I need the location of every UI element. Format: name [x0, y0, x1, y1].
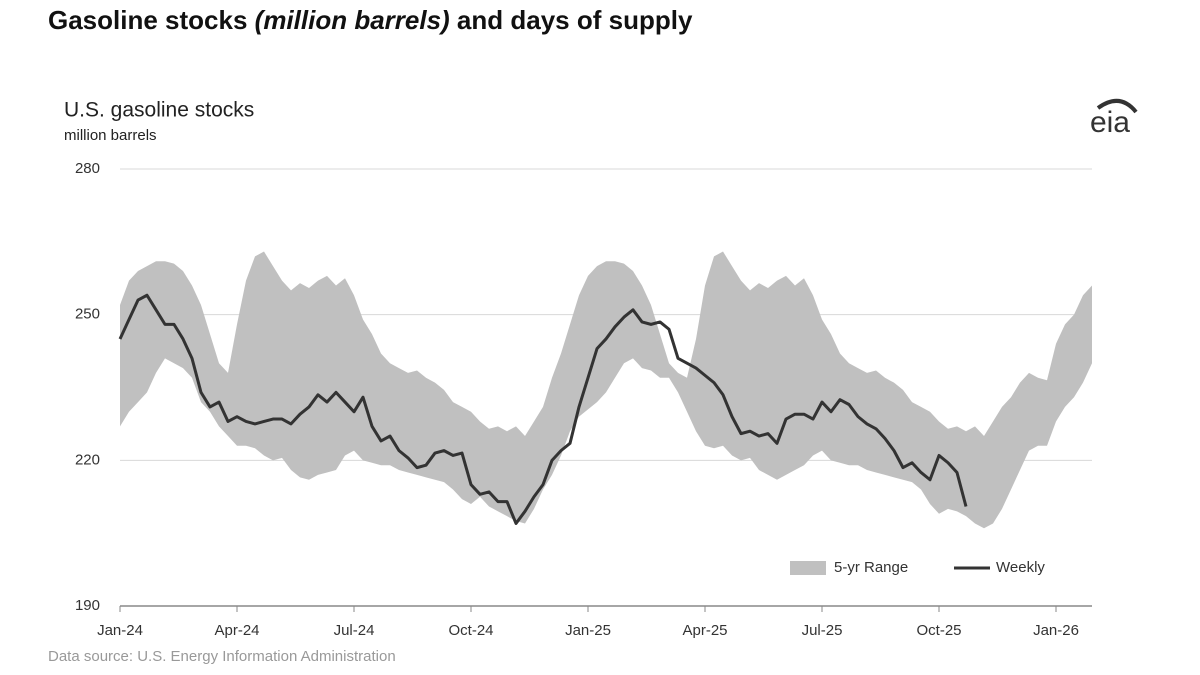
x-tick-label: Jan-26 [1033, 622, 1079, 639]
range-band [120, 251, 1092, 529]
title-part: and days of supply [450, 5, 693, 35]
legend-swatch [790, 561, 826, 575]
x-tick-label: Jul-24 [334, 622, 375, 639]
x-tick-label: Jan-25 [565, 622, 611, 639]
title-part: (million barrels) [255, 5, 450, 35]
logo: eia [1090, 106, 1130, 139]
x-tick-label: Apr-24 [214, 622, 259, 639]
y-tick-label: 250 [75, 306, 100, 323]
x-tick-label: Jan-24 [97, 622, 143, 639]
y-tick-label: 190 [75, 597, 100, 614]
y-tick-label: 220 [75, 451, 100, 468]
x-tick-label: Jul-25 [802, 622, 843, 639]
weekly-line [118, 293, 968, 525]
title-part: Gasoline stocks [48, 5, 255, 35]
source-note: Data source: U.S. Energy Information Adm… [48, 648, 396, 665]
legend-label: 5-yr Range [834, 559, 908, 576]
chart-subtitle: U.S. gasoline stocks [64, 99, 254, 122]
x-tick-label: Oct-24 [448, 622, 493, 639]
x-tick-label: Apr-25 [682, 622, 727, 639]
page-title: Gasoline stocks (million barrels) and da… [48, 5, 693, 35]
y-tick-label: 280 [75, 160, 100, 177]
legend-label: Weekly [996, 559, 1045, 576]
logo-arc [1096, 99, 1138, 114]
x-tick-label: Oct-25 [916, 622, 961, 639]
y-axis-label: million barrels [64, 127, 157, 144]
